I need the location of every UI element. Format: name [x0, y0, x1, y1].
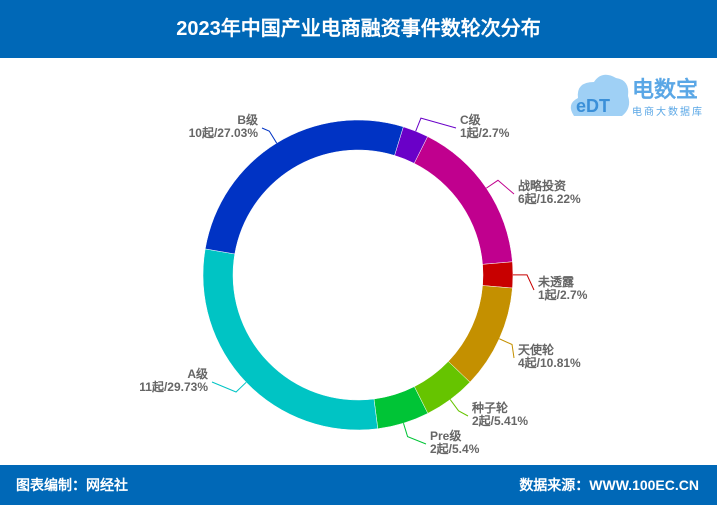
slice-value-label: 2起/5.41%	[472, 413, 528, 428]
slice-2	[482, 261, 514, 289]
slice-name-label: C级	[460, 112, 481, 127]
slice-7	[204, 119, 404, 255]
slice-1	[413, 136, 513, 265]
footer: 图表编制：网经社 数据来源：WWW.100EC.CN	[0, 465, 717, 505]
slice-value-label: 1起/2.7%	[460, 125, 510, 140]
leader-line-5	[402, 423, 427, 445]
logo-mark: eDT	[576, 96, 610, 116]
footer-source: 数据来源：WWW.100EC.CN	[519, 477, 699, 493]
slice-value-label: 10起/27.03%	[189, 125, 259, 140]
leader-line-6	[211, 381, 247, 393]
slice-value-label: 2起/5.4%	[430, 441, 480, 456]
slice-name-label: B级	[237, 112, 258, 127]
slice-name-label: Pre级	[430, 428, 461, 443]
leader-line-0	[415, 117, 457, 132]
slice-value-label: 4起/10.81%	[518, 355, 581, 370]
leader-line-2	[512, 274, 535, 291]
cloud-logo-icon: eDT	[570, 74, 630, 116]
slice-name-label: 战略投资	[518, 178, 566, 193]
slice-name-label: 种子轮	[471, 400, 509, 415]
logo-name: 电数宝	[632, 77, 699, 102]
leader-line-7	[261, 127, 278, 144]
slice-value-label: 6起/16.22%	[518, 191, 581, 206]
footer-editor: 图表编制：网经社	[16, 477, 128, 493]
logo: eDT 电数宝 电商大数据库	[566, 68, 716, 128]
slice-value-label: 1起/2.7%	[538, 287, 588, 302]
slice-6	[202, 248, 379, 431]
chart-title: 2023年中国产业电商融资事件数轮次分布	[0, 0, 717, 58]
leader-line-4	[449, 399, 469, 417]
leader-line-3	[499, 338, 515, 359]
logo-tagline: 电商大数据库	[632, 107, 704, 118]
slice-name-label: 天使轮	[518, 342, 555, 357]
slice-value-label: 11起/29.73%	[139, 379, 208, 394]
slice-name-label: 未透露	[537, 274, 575, 289]
slice-name-label: A级	[187, 366, 208, 381]
slice-3	[447, 285, 513, 383]
leader-line-1	[486, 179, 515, 195]
